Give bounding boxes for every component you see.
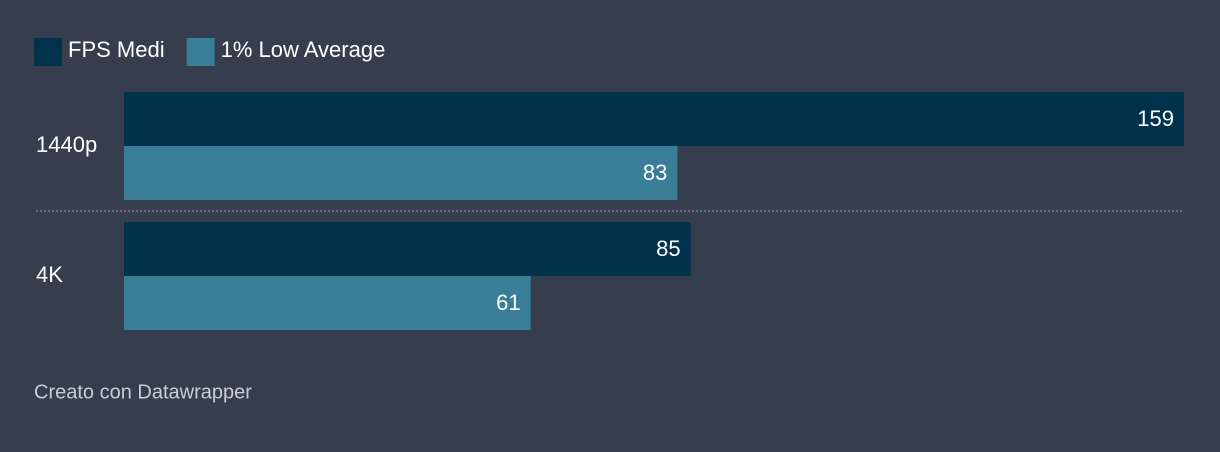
legend-swatch (34, 38, 62, 66)
bar (124, 276, 531, 330)
bar (124, 222, 691, 276)
value-label: 83 (643, 160, 667, 185)
category-label: 4K (36, 262, 63, 287)
value-label: 85 (656, 236, 680, 261)
legend-swatch (186, 38, 215, 66)
value-label: 61 (496, 290, 520, 315)
legend-label: 1% Low Average (221, 37, 386, 62)
bar (124, 146, 678, 200)
bar (124, 92, 1184, 146)
legend-label: FPS Medi (68, 37, 165, 62)
credit: Creato con Datawrapper (34, 381, 252, 403)
category-label: 1440p (36, 132, 97, 157)
value-label: 159 (1137, 106, 1174, 131)
